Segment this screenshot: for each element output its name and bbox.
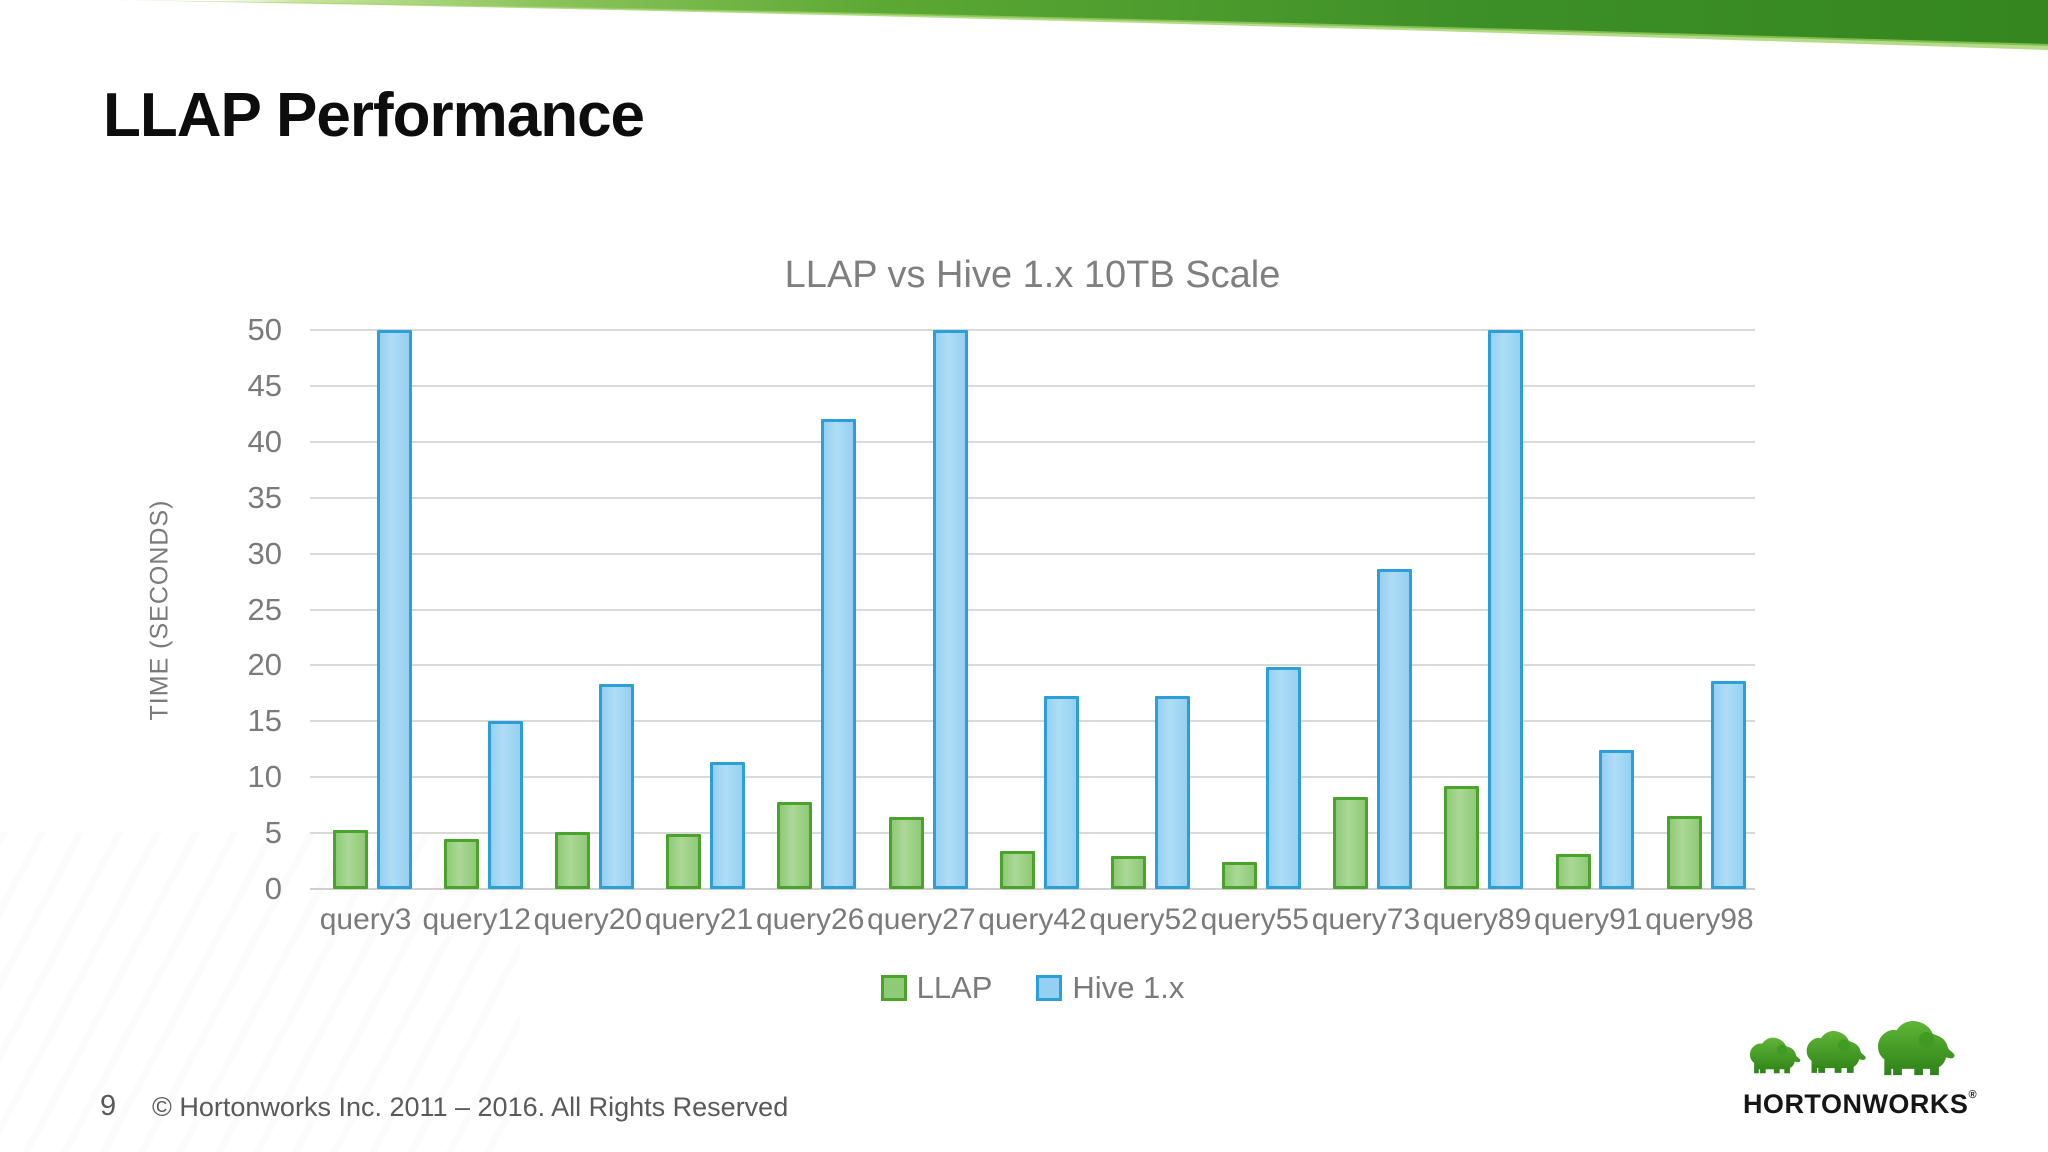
- bar-llap-query55: [1222, 862, 1257, 889]
- bar-llap-query12: [443, 838, 479, 889]
- gridline-5: [310, 832, 1755, 835]
- gridline-15: [310, 720, 1755, 723]
- bar-hive-1-x-query12: [487, 721, 523, 889]
- legend-label: Hive 1.x: [1072, 970, 1185, 1005]
- legend: LLAP Hive 1.x: [310, 970, 1755, 1006]
- bar-llap-query20: [555, 832, 591, 889]
- legend-item-hive-1-x: Hive 1.x: [1036, 970, 1184, 1006]
- bar-llap-query21: [666, 834, 702, 889]
- bar-hive-1-x-query52: [1154, 695, 1190, 889]
- x-tick-query42: query42: [978, 903, 1087, 936]
- x-tick-query26: query26: [755, 903, 865, 936]
- gridline-20: [310, 664, 1755, 667]
- y-axis-title: TIME (SECONDS): [145, 499, 174, 721]
- bar-llap-query73: [1333, 797, 1369, 889]
- bar-hive-1-x-query98: [1710, 681, 1746, 889]
- legend-item-llap: LLAP: [880, 970, 993, 1006]
- y-tick-0: 0: [264, 871, 282, 906]
- x-tick-query21: query21: [644, 903, 754, 936]
- x-tick-query91: query91: [1534, 903, 1643, 936]
- x-tick-query12: query12: [422, 903, 531, 936]
- gridline-30: [310, 552, 1755, 555]
- y-tick-20: 20: [247, 647, 282, 683]
- y-tick-50: 50: [247, 312, 282, 347]
- bar-llap-query98: [1666, 816, 1702, 889]
- registered-mark: ®: [1968, 1089, 1978, 1101]
- bar-llap-query42: [999, 851, 1035, 889]
- legend-swatch-llap: [880, 975, 907, 1001]
- y-tick-40: 40: [247, 423, 282, 459]
- x-tick-query3: query3: [319, 903, 412, 936]
- bar-hive-1-x-query55: [1265, 666, 1301, 889]
- bar-llap-query27: [888, 817, 924, 889]
- gridline-35: [310, 496, 1755, 499]
- y-axis-labels: 0 5 10 15 20 25 30 35 40 45 50: [200, 312, 292, 906]
- bar-hive-1-x-query73: [1377, 569, 1413, 889]
- copyright-text: © Hortonworks Inc. 2011 – 2016. All Righ…: [152, 1092, 789, 1122]
- y-tick-30: 30: [247, 535, 282, 571]
- hortonworks-logo: HORTONWORKS®: [1735, 1012, 1985, 1120]
- y-tick-45: 45: [247, 367, 282, 403]
- x-tick-query89: query89: [1422, 903, 1532, 936]
- bar-hive-1-x-query42: [1043, 695, 1079, 889]
- bar-hive-1-x-query27: [932, 330, 968, 889]
- y-tick-15: 15: [247, 703, 282, 739]
- y-tick-35: 35: [247, 479, 282, 515]
- legend-swatch-hive-1-x: [1036, 975, 1063, 1001]
- gridline-45: [310, 384, 1755, 387]
- gridline-40: [310, 440, 1755, 443]
- x-axis-labels: query3 query12 query20 query21 query26 query2…: [310, 903, 1755, 945]
- slide-page-number: 9: [100, 1090, 117, 1122]
- bar-hive-1-x-query26: [821, 419, 857, 889]
- gridline-10: [310, 776, 1755, 779]
- x-tick-query27: query27: [867, 903, 976, 936]
- logo-wordmark: HORTONWORKS®: [1742, 1089, 1978, 1119]
- y-tick-10: 10: [247, 759, 282, 795]
- legend-label: LLAP: [916, 970, 993, 1005]
- x-tick-query98: query98: [1645, 903, 1754, 936]
- gridline-25: [310, 608, 1755, 611]
- bar-llap-query52: [1110, 855, 1146, 889]
- bar-hive-1-x-query3: [376, 330, 412, 889]
- bar-hive-1-x-query91: [1599, 750, 1635, 889]
- gridline-50: [310, 329, 1755, 331]
- y-tick-5: 5: [264, 815, 282, 851]
- x-tick-query55: query55: [1200, 903, 1309, 936]
- gridline-0: [310, 888, 1755, 890]
- bar-llap-query89: [1444, 786, 1480, 889]
- chart-title: LLAP vs Hive 1.x 10TB Scale: [784, 254, 1281, 296]
- bar-hive-1-x-query89: [1488, 330, 1524, 889]
- y-tick-25: 25: [247, 591, 282, 627]
- bar-llap-query91: [1555, 854, 1591, 889]
- bar-hive-1-x-query20: [599, 684, 634, 889]
- bar-hive-1-x-query21: [710, 761, 746, 889]
- x-tick-query20: query20: [533, 903, 643, 936]
- bar-llap-query3: [332, 829, 368, 889]
- x-tick-query52: query52: [1089, 903, 1198, 936]
- plot-area: [310, 329, 1755, 890]
- bar-llap-query26: [777, 801, 813, 889]
- page-title: LLAP Performance: [103, 81, 645, 150]
- x-tick-query73: query73: [1311, 903, 1421, 936]
- three-green-elephants-icon: [1749, 1020, 1955, 1076]
- green-swoosh-banner: [110, 0, 2048, 50]
